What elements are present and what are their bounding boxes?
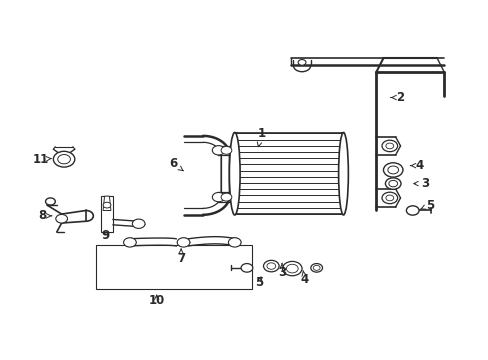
Circle shape — [387, 166, 398, 174]
Circle shape — [58, 154, 70, 164]
Circle shape — [385, 178, 400, 189]
Circle shape — [212, 146, 224, 155]
Circle shape — [221, 193, 231, 201]
Text: 3: 3 — [277, 263, 285, 279]
Text: 11: 11 — [33, 153, 52, 166]
Circle shape — [310, 264, 322, 272]
Circle shape — [263, 260, 279, 272]
Circle shape — [381, 140, 397, 152]
Circle shape — [282, 261, 302, 276]
Text: 4: 4 — [300, 270, 308, 286]
Text: 9: 9 — [101, 229, 109, 242]
Text: 8: 8 — [38, 210, 52, 222]
Circle shape — [388, 180, 397, 187]
Circle shape — [123, 238, 136, 247]
Text: 3: 3 — [413, 177, 428, 190]
Text: 1: 1 — [257, 127, 265, 147]
Circle shape — [132, 219, 145, 228]
Text: 10: 10 — [148, 294, 164, 307]
Circle shape — [241, 264, 252, 272]
Text: 7: 7 — [177, 249, 185, 265]
Text: 2: 2 — [390, 91, 404, 104]
Text: 4: 4 — [409, 159, 423, 172]
Circle shape — [212, 193, 224, 202]
Ellipse shape — [338, 132, 347, 215]
Ellipse shape — [229, 132, 240, 215]
Circle shape — [266, 263, 275, 269]
Circle shape — [177, 238, 189, 247]
Circle shape — [286, 264, 298, 273]
Circle shape — [383, 163, 402, 177]
Circle shape — [221, 147, 231, 154]
Circle shape — [298, 59, 305, 65]
Circle shape — [103, 202, 111, 208]
Circle shape — [53, 151, 75, 167]
Text: 6: 6 — [169, 157, 183, 171]
Polygon shape — [103, 196, 111, 211]
Circle shape — [385, 195, 393, 201]
Circle shape — [313, 265, 320, 270]
Circle shape — [406, 206, 418, 215]
Bar — [96, 244, 251, 289]
Circle shape — [228, 238, 241, 247]
Text: 5: 5 — [255, 276, 263, 289]
Circle shape — [381, 192, 397, 204]
Text: 5: 5 — [420, 199, 433, 212]
Circle shape — [56, 215, 67, 223]
Polygon shape — [101, 196, 113, 232]
Circle shape — [385, 143, 393, 149]
